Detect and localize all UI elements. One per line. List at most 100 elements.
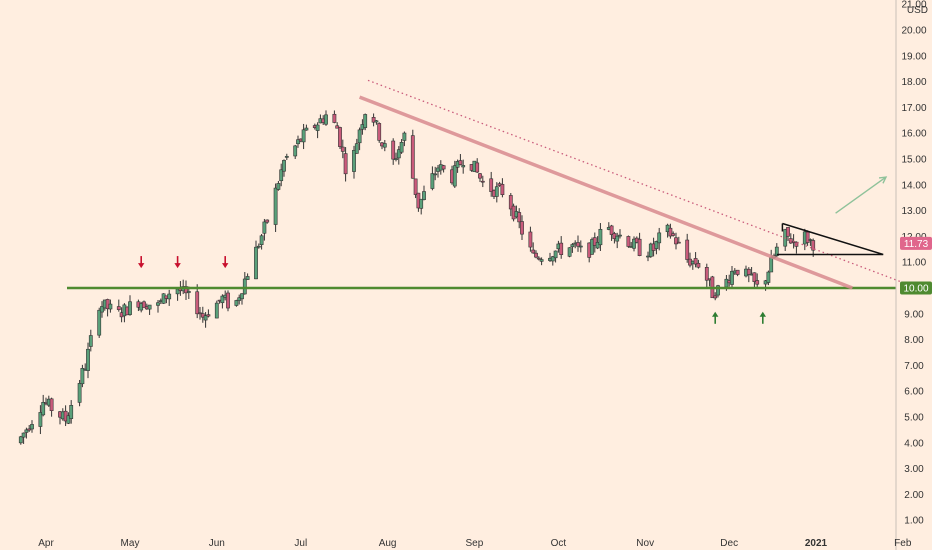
price-tick-label: 17.00 — [901, 103, 926, 114]
time-tick-label: Jun — [209, 538, 225, 549]
candle-up — [422, 191, 426, 200]
candle-up — [590, 239, 594, 255]
candle-up — [100, 306, 104, 313]
candle-up — [461, 165, 466, 168]
candle-up — [363, 114, 368, 128]
candle-up — [654, 241, 659, 249]
candle-down — [142, 301, 146, 308]
candle-down — [746, 268, 751, 275]
time-tick-label: Feb — [894, 538, 912, 549]
candle-up — [279, 169, 284, 182]
candle-up — [730, 270, 734, 285]
candle-up — [399, 141, 404, 153]
candle-down — [685, 239, 690, 260]
candle-up — [301, 129, 306, 143]
candle-up — [156, 302, 160, 306]
candle-down — [49, 398, 54, 411]
price-axis[interactable]: 1.00 2.00 3.00 4.00 5.00 6.00 7.00 8.00 9.00 10.0… — [901, 0, 926, 527]
candle-up — [296, 139, 300, 145]
candle-down — [377, 123, 382, 141]
candle-up — [234, 300, 239, 306]
candle-up — [578, 245, 583, 248]
candle-up — [567, 247, 572, 257]
candle-down — [391, 140, 396, 160]
candle-up — [615, 235, 620, 242]
candle-down — [371, 117, 376, 123]
candle-up — [808, 239, 813, 241]
candle-down — [508, 195, 513, 210]
candle-down — [713, 295, 718, 299]
support-level-value: 10.00 — [903, 284, 928, 295]
candle-up — [276, 183, 281, 190]
down-arrow-icon — [174, 263, 181, 269]
candle-up — [18, 436, 23, 444]
price-tick-label: 9.00 — [904, 309, 924, 320]
candle-down — [480, 180, 485, 183]
candle-down — [671, 233, 676, 236]
projection-arrow-head — [878, 176, 888, 184]
time-tick-label: Oct — [551, 538, 567, 549]
candle-up — [108, 303, 113, 310]
candle-up — [419, 198, 424, 209]
candle-up — [203, 315, 208, 321]
candle-up — [570, 244, 575, 248]
candle-down — [338, 127, 342, 147]
candle-up — [598, 228, 603, 246]
candles-group — [18, 110, 816, 445]
candle-up — [657, 232, 662, 244]
candle-up — [21, 432, 26, 438]
candle-up — [539, 259, 544, 262]
time-tick-label: 2021 — [805, 538, 828, 549]
candle-up — [77, 383, 82, 403]
price-tick-label: 3.00 — [904, 464, 924, 475]
candle-up — [433, 173, 438, 176]
candle-up — [262, 221, 267, 234]
candle-up — [80, 368, 85, 385]
projection-arrow-shaft — [835, 176, 887, 214]
candle-down — [116, 306, 121, 310]
support-level-badge[interactable]: 10.00 — [900, 281, 932, 295]
price-tick-label: 21.00 — [901, 0, 926, 11]
candle-down — [805, 231, 810, 243]
candle-up — [245, 276, 250, 280]
price-tick-label: 8.00 — [904, 335, 924, 346]
candle-up — [394, 158, 398, 160]
candle-down — [811, 240, 816, 251]
price-tick-label: 11.00 — [902, 258, 927, 269]
price-tick-label: 19.00 — [901, 51, 926, 62]
candle-up — [186, 291, 191, 293]
candle-up — [167, 293, 172, 300]
price-tick-label: 16.00 — [901, 129, 926, 140]
candle-down — [517, 212, 522, 223]
last-price-badge[interactable]: 11.73 — [900, 236, 932, 250]
candle-down — [609, 225, 614, 235]
candle-down — [475, 162, 480, 173]
pennant-pattern — [776, 222, 884, 256]
candle-down — [592, 237, 597, 246]
candle-down — [531, 249, 536, 254]
up-arrow-icon — [759, 311, 766, 317]
time-axis[interactable]: Apr May Jun Jul Aug Sep Oct Nov Dec 2021 Feb — [38, 538, 912, 549]
candle-up — [618, 234, 622, 237]
candle-down — [206, 314, 211, 317]
time-tick-label: Apr — [38, 538, 54, 549]
candle-down — [536, 257, 541, 260]
candle-up — [354, 143, 359, 154]
candle-up — [97, 309, 102, 336]
time-tick-label: Nov — [636, 538, 654, 549]
candle-down — [752, 272, 757, 282]
time-tick-label: Dec — [720, 538, 738, 549]
candle-down — [735, 269, 740, 275]
candle-down — [478, 173, 482, 179]
candle-up — [315, 124, 320, 131]
candle-down — [265, 219, 270, 223]
candle-up — [86, 348, 90, 371]
time-tick-label: Jul — [294, 538, 307, 549]
price-tick-label: 1.00 — [904, 516, 924, 527]
currency-label: USD — [907, 5, 928, 16]
candle-down — [674, 237, 678, 245]
up-arrow-icon — [712, 311, 719, 317]
